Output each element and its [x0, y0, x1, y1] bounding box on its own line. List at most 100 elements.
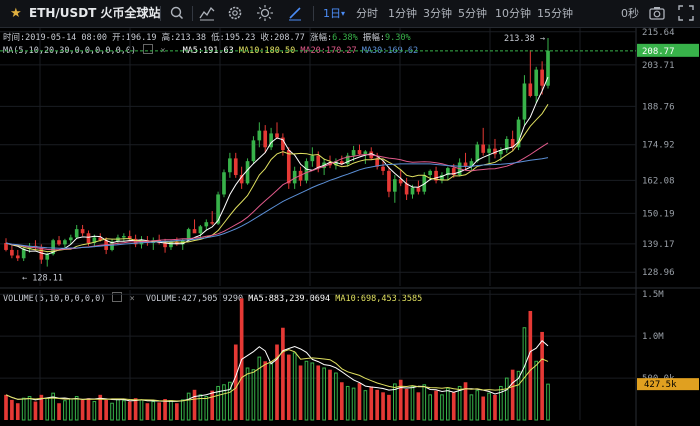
symbol-title[interactable]: ETH/USDT 火币全球站: [29, 6, 161, 20]
candle-body: [546, 50, 550, 86]
low-label: 低:: [211, 33, 225, 43]
candle-body: [516, 119, 521, 148]
candle-body: [216, 194, 220, 224]
price-tick-label: 188.76: [642, 102, 675, 112]
volume-bar: [21, 397, 26, 421]
volume-bar: [398, 379, 403, 420]
volume-bar: [245, 367, 250, 421]
volume-bar: [334, 372, 338, 421]
volume-settings-icon[interactable]: [112, 292, 123, 302]
volume-bar: [68, 398, 73, 421]
volume-bar: [192, 389, 197, 420]
volume-bar: [15, 403, 20, 420]
interval-active-1d[interactable]: 1日: [323, 7, 341, 20]
interval-1min[interactable]: 1分钟: [388, 7, 417, 20]
candle-body: [74, 229, 79, 238]
camera-icon[interactable]: [648, 4, 666, 22]
price-tick-label: 150.19: [642, 209, 675, 219]
candle-body: [540, 69, 544, 86]
volume-bar: [281, 327, 285, 420]
volume-bar: [157, 402, 162, 420]
interval-5min[interactable]: 5分钟: [458, 7, 487, 20]
candle-body: [210, 222, 215, 224]
candle-body: [251, 140, 256, 162]
volume-bar: [98, 394, 103, 420]
volume-bar: [180, 399, 185, 421]
candle-body: [80, 229, 85, 234]
volume-bar: [10, 399, 14, 420]
candle-body: [434, 170, 438, 181]
price-tick-label: 215.64: [642, 28, 675, 38]
settings-gear-icon[interactable]: [226, 4, 244, 22]
candle-body: [446, 168, 450, 176]
candle-body: [375, 158, 379, 167]
high-value: 213.38: [175, 33, 206, 43]
interval-timeline[interactable]: 分时: [356, 7, 378, 20]
candle-body: [21, 248, 26, 259]
volume-bar: [310, 362, 315, 421]
indicators-icon[interactable]: [198, 4, 216, 22]
candle-body: [245, 161, 250, 184]
candle-body: [316, 155, 321, 169]
high-label: 高:: [161, 33, 176, 43]
toolbar-divider: [192, 6, 193, 21]
candle-body: [392, 179, 397, 192]
volume-bar: [475, 390, 480, 421]
candle-body: [334, 161, 338, 166]
interval-15min[interactable]: 15分钟: [537, 7, 573, 20]
volume-bar: [27, 396, 32, 421]
volume-bar: [186, 392, 191, 421]
volume-bar: [410, 385, 415, 421]
max-price-label: 213.38 →: [504, 34, 545, 44]
candle-body: [228, 158, 232, 173]
interval-3min[interactable]: 3分钟: [423, 7, 452, 20]
volume-bar: [286, 354, 291, 420]
volume-close-icon[interactable]: ×: [129, 294, 135, 304]
candle-body: [57, 240, 61, 245]
volume-bar: [381, 392, 385, 420]
volume-bar: [204, 396, 209, 421]
candle-body: [440, 175, 444, 181]
volume-bar: [33, 401, 38, 420]
time-value: 2019-05-14 08:00: [25, 33, 108, 43]
time-label: 时间:: [3, 33, 26, 43]
volume-bar: [263, 361, 268, 420]
volume-bar: [216, 385, 220, 421]
ohlc-info-bar: 时间:2019-05-14 08:00 开:196.19 高:213.38 低:…: [3, 31, 411, 43]
volume-bar: [392, 383, 397, 421]
candle-body: [304, 161, 309, 181]
volume-bar: [63, 400, 67, 421]
volume-bar: [51, 392, 55, 421]
volume-tick-label: 1.0M: [642, 332, 664, 342]
candle-body: [198, 226, 203, 234]
chevron-down-icon[interactable]: ▾: [341, 9, 346, 18]
candle-body: [86, 233, 91, 243]
volume-bar: [510, 369, 515, 420]
volume-bar: [151, 401, 156, 421]
volume-bar: [74, 396, 79, 421]
search-icon[interactable]: [168, 4, 186, 22]
ma-settings-icon[interactable]: [143, 44, 154, 54]
close-value: 208.77: [274, 33, 305, 43]
volume-bar: [80, 399, 85, 420]
interval-10min[interactable]: 10分钟: [495, 7, 531, 20]
volume-bar: [175, 403, 179, 420]
fullscreen-icon[interactable]: [677, 4, 695, 22]
candle-body: [398, 179, 403, 184]
ma20-line: [5, 142, 549, 251]
favorite-star-icon[interactable]: ★: [10, 6, 22, 21]
volume-bar: [434, 390, 438, 420]
candle-body: [381, 166, 385, 171]
theme-sun-icon[interactable]: [256, 4, 274, 22]
candle-body: [351, 150, 356, 156]
amplitude-label: 振幅:: [362, 33, 385, 43]
draw-pen-icon[interactable]: [286, 4, 304, 22]
volume-bar: [339, 382, 344, 420]
volume-bar: [292, 352, 297, 421]
candle-body: [534, 69, 539, 96]
countdown-seconds: 0秒: [621, 7, 639, 20]
volume-bar: [86, 398, 91, 420]
volume-bar: [363, 390, 368, 421]
candle-body: [127, 236, 132, 239]
